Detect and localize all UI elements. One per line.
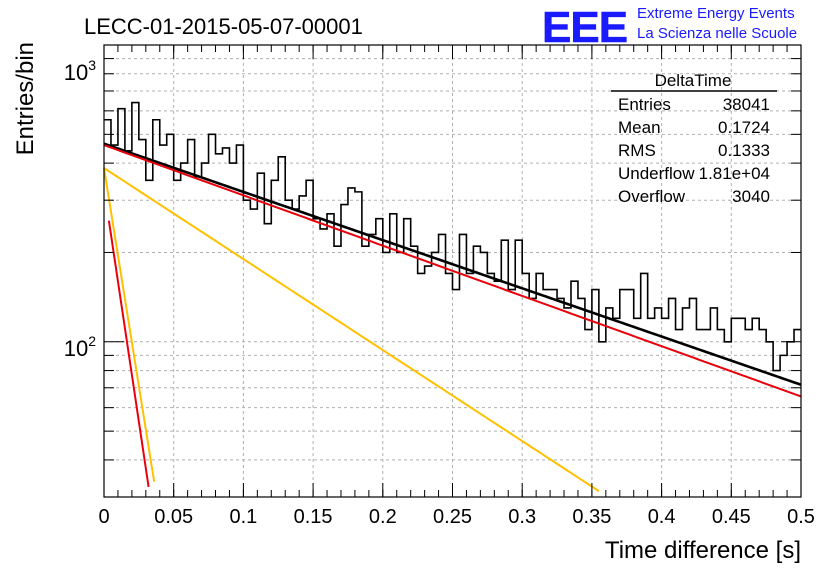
x-tick-label: 0.4 — [648, 506, 676, 528]
x-tick-label: 0.45 — [712, 506, 751, 528]
grid-lines — [104, 45, 801, 498]
fit-curve-fast-component-yellow — [103, 167, 600, 492]
fit-curves — [103, 142, 802, 492]
logo-line-1: Extreme Energy Events — [637, 5, 795, 22]
stats-value-overflow: 3040 — [732, 187, 770, 206]
stats-box: DeltaTime Entries 38041 Mean 0.1724 RMS … — [611, 71, 777, 206]
stats-label-underflow: Underflow — [618, 164, 695, 183]
fit-curve-total-fit — [103, 142, 802, 386]
x-axis-label: Time difference [s] — [605, 537, 801, 564]
x-tick-label: 0.25 — [433, 506, 472, 528]
histogram-layer — [104, 101, 801, 372]
stats-value-rms: 0.1333 — [718, 141, 770, 160]
axis-ticks: 0 0.05 0.1 0.15 0.2 0.25 0.3 0.35 0.4 0.45 0.5 — [98, 44, 815, 528]
y-axis-label: Entries/bin — [12, 42, 39, 155]
eee-logo: EEE Extreme Energy Events La Scienza nel… — [542, 3, 797, 53]
fit-curve-steep-component-red — [107, 220, 150, 488]
x-tick-label: 0.15 — [294, 506, 333, 528]
x-tick-label: 0.05 — [154, 506, 193, 528]
x-tick-label: 0.5 — [787, 506, 815, 528]
stats-label-rms: RMS — [618, 141, 656, 160]
stats-value-entries: 38041 — [723, 95, 770, 114]
y-tick-label-1000: 103 — [64, 57, 96, 85]
stats-title: DeltaTime — [655, 71, 732, 90]
eee-logo-mark: EEE — [542, 3, 627, 52]
x-tick-label: 0.35 — [572, 506, 611, 528]
stats-value-mean: 0.1724 — [718, 118, 770, 137]
chart-title: LECC-01-2015-05-07-00001 — [84, 14, 363, 39]
logo-line-2: La Scienza nelle Scuole — [637, 25, 797, 42]
histogram-outline — [104, 101, 801, 372]
fit-curve-steep-component-yellow — [103, 167, 156, 482]
stats-label-overflow: Overflow — [618, 187, 686, 206]
stats-value-underflow: 1.81e+04 — [699, 164, 770, 183]
x-tick-label: 0 — [98, 506, 109, 528]
x-tick-label: 0.2 — [369, 506, 397, 528]
y-tick-label-100: 102 — [64, 333, 96, 361]
fit-curve-slow-component — [103, 144, 802, 398]
stats-label-entries: Entries — [618, 95, 671, 114]
x-tick-label: 0.1 — [229, 506, 257, 528]
stats-label-mean: Mean — [618, 118, 661, 137]
x-tick-label: 0.3 — [508, 506, 536, 528]
